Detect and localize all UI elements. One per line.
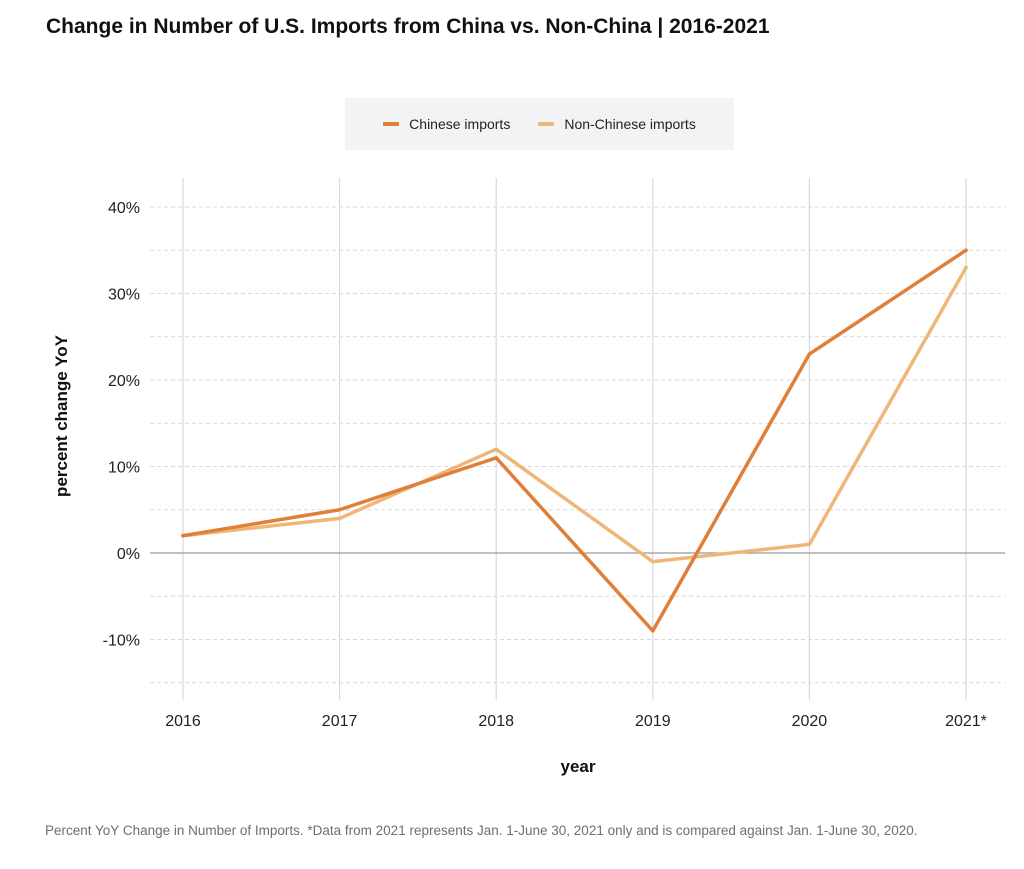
data-point-non-chinese bbox=[651, 559, 655, 564]
chart-caption: Percent YoY Change in Number of Imports.… bbox=[45, 823, 918, 838]
data-point-chinese bbox=[337, 507, 342, 512]
x-axis-title: year bbox=[561, 757, 596, 776]
legend: Chinese imports Non-Chinese imports bbox=[345, 98, 734, 150]
y-axis-title: percent change YoY bbox=[52, 334, 71, 497]
data-point-non-chinese bbox=[964, 265, 968, 270]
legend-swatch-non-chinese bbox=[538, 122, 555, 126]
data-point-chinese bbox=[651, 629, 655, 633]
legend-label-chinese: Chinese imports bbox=[409, 116, 511, 132]
y-tick-label: 40% bbox=[108, 200, 140, 217]
legend-label-non-chinese: Non-Chinese imports bbox=[564, 116, 696, 132]
x-tick-label: 2018 bbox=[478, 713, 514, 730]
x-tick-label: 2021* bbox=[945, 713, 987, 730]
x-tick-label: 2016 bbox=[165, 713, 201, 730]
series-line-non-chinese bbox=[181, 265, 968, 564]
x-tick-label: 2017 bbox=[322, 713, 358, 730]
line-chart: -10% 0% 10% 20% 30% 40% 2016 2017 2018 2019 2020 20… bbox=[52, 178, 1005, 776]
legend-item-chinese[interactable]: Chinese imports bbox=[383, 116, 510, 132]
y-tick-label: 10% bbox=[108, 460, 140, 477]
data-point-chinese bbox=[807, 352, 812, 356]
y-tick-label: 30% bbox=[108, 287, 140, 304]
x-tick-label: 2020 bbox=[792, 713, 828, 730]
data-point-non-chinese bbox=[494, 447, 499, 452]
series-line-chinese bbox=[181, 248, 968, 633]
y-tick-label: -10% bbox=[103, 633, 140, 650]
legend-swatch-chinese bbox=[383, 122, 400, 126]
data-point-non-chinese bbox=[337, 516, 342, 521]
chart-title: Change in Number of U.S. Imports from Ch… bbox=[46, 15, 770, 38]
data-point-chinese bbox=[494, 456, 499, 460]
y-tick-label: 0% bbox=[117, 546, 140, 563]
data-point-non-chinese bbox=[807, 542, 812, 547]
data-point-chinese bbox=[181, 533, 185, 538]
legend-item-non-chinese[interactable]: Non-Chinese imports bbox=[538, 116, 696, 132]
data-point-chinese bbox=[964, 248, 968, 253]
y-tick-label: 20% bbox=[108, 373, 140, 390]
x-tick-label: 2019 bbox=[635, 713, 671, 730]
